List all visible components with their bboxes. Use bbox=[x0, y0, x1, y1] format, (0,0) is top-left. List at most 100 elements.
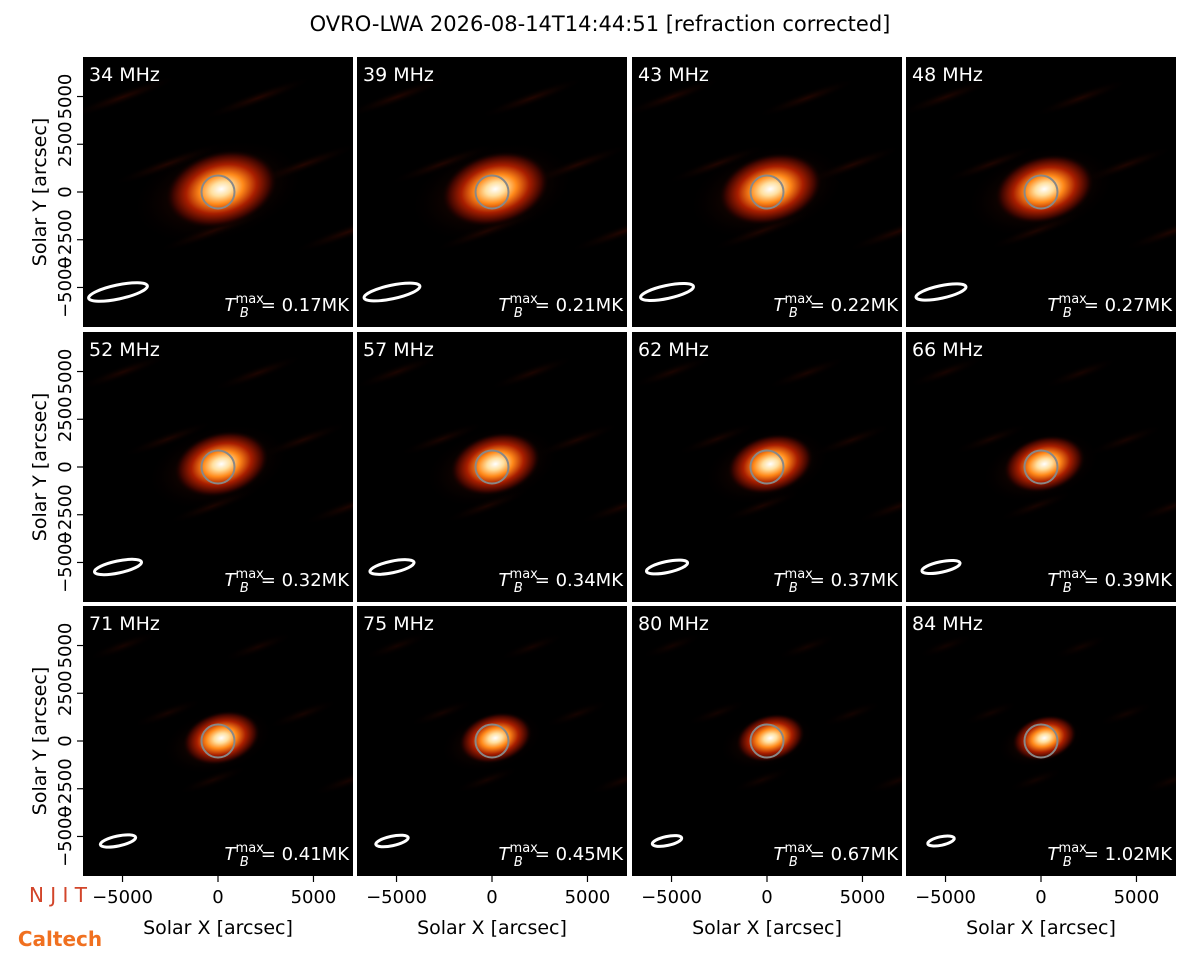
x-axis-label: Solar X [arcsec] bbox=[143, 917, 293, 939]
tb-sup: max bbox=[510, 841, 539, 856]
sidelobe bbox=[176, 765, 250, 795]
image bbox=[83, 353, 353, 526]
source bbox=[1002, 434, 1086, 494]
tb-max: Tmax B = 0.27MK bbox=[1048, 292, 1174, 321]
sidelobe bbox=[357, 76, 451, 118]
tb-sub: B bbox=[1063, 581, 1072, 596]
sidelobe bbox=[765, 356, 849, 390]
beam bbox=[926, 834, 956, 848]
beam bbox=[362, 281, 422, 303]
x-tick-label: 5000 bbox=[840, 887, 886, 908]
x-tick-label: 0 bbox=[1035, 887, 1046, 908]
tb-max: Tmax B = 0.45MK bbox=[499, 841, 625, 870]
y-axis-label: Solar Y [arcsec] bbox=[29, 393, 51, 541]
tb-value: = 0.37MK bbox=[810, 570, 899, 591]
tb-value: = 0.17MK bbox=[261, 295, 350, 316]
solar-disk bbox=[1023, 449, 1059, 485]
sidelobe bbox=[907, 356, 985, 388]
sidelobe bbox=[131, 698, 205, 728]
y-tick-label: −5000 bbox=[55, 257, 76, 318]
y-tick-label: 5000 bbox=[55, 623, 76, 669]
sidelobe bbox=[952, 423, 1030, 455]
x-tick-label: −5000 bbox=[92, 887, 153, 908]
tb-sub: B bbox=[514, 306, 523, 321]
y-tick-label: 0 bbox=[55, 735, 76, 746]
tb-max: Tmax B = 0.41MK bbox=[225, 841, 351, 870]
tb-sub: B bbox=[1063, 306, 1072, 321]
sidelobe bbox=[775, 633, 839, 661]
panel: 75 MHz Tmax B = 0.45MK bbox=[357, 606, 627, 876]
sidelobe bbox=[942, 145, 1040, 183]
tb-value: = 1.02MK bbox=[1084, 844, 1173, 865]
x-tick-label: −5000 bbox=[641, 887, 702, 908]
tb-sub: B bbox=[514, 855, 523, 870]
frequency-label: 62 MHz bbox=[638, 339, 709, 361]
tb-sup: max bbox=[1059, 567, 1088, 582]
x-axis-label: Solar X [arcsec] bbox=[966, 917, 1116, 939]
tb-symbol: T bbox=[1048, 570, 1061, 591]
frequency-label: 52 MHz bbox=[89, 339, 160, 361]
sidelobe bbox=[962, 700, 1020, 726]
frequency-label: 80 MHz bbox=[638, 613, 709, 635]
sidelobe bbox=[398, 421, 486, 457]
tb-max: Tmax B = 0.32MK bbox=[225, 567, 351, 596]
x-axis-label: Solar X [arcsec] bbox=[692, 917, 842, 939]
frequency-label: 39 MHz bbox=[363, 64, 434, 86]
image bbox=[907, 356, 1176, 523]
sidelobe bbox=[478, 77, 586, 119]
logo-caltech: Caltech bbox=[18, 927, 102, 951]
tb-value: = 0.41MK bbox=[261, 844, 350, 865]
tb-symbol: T bbox=[774, 844, 787, 865]
source bbox=[182, 710, 261, 766]
frequency-label: 34 MHz bbox=[89, 64, 160, 86]
tb-sup: max bbox=[785, 292, 814, 307]
tb-max: Tmax B = 0.17MK bbox=[225, 292, 351, 321]
tb-symbol: T bbox=[499, 295, 512, 316]
sidelobe bbox=[311, 766, 353, 796]
tb-sup: max bbox=[785, 841, 814, 856]
panel: 43 MHz Tmax B = 0.22MK bbox=[632, 57, 902, 327]
sidelobe bbox=[1132, 491, 1176, 523]
tb-sub: B bbox=[514, 581, 523, 596]
tb-value: = 0.27MK bbox=[1084, 295, 1173, 316]
sidelobe bbox=[755, 78, 859, 118]
y-tick-label: 2500 bbox=[55, 121, 76, 167]
tb-sub: B bbox=[789, 855, 798, 870]
sidelobe bbox=[221, 632, 295, 662]
sidelobe bbox=[730, 766, 794, 794]
source bbox=[449, 431, 542, 497]
y-tick-label: 2500 bbox=[55, 670, 76, 716]
image bbox=[632, 77, 902, 252]
y-tick-label: 5000 bbox=[55, 74, 76, 120]
sidelobe bbox=[1042, 357, 1120, 389]
panel: 52 MHz Tmax B = 0.32MK bbox=[83, 332, 353, 602]
solar-disk bbox=[200, 449, 236, 485]
solar-disk bbox=[200, 723, 236, 759]
sidelobe bbox=[543, 700, 611, 728]
solar-disk bbox=[749, 449, 785, 485]
sidelobe bbox=[578, 489, 627, 525]
tb-max: Tmax B = 0.39MK bbox=[1048, 567, 1174, 596]
solar-disk bbox=[474, 449, 510, 485]
panel: 80 MHz Tmax B = 0.67MK bbox=[632, 606, 902, 876]
tb-sub: B bbox=[1063, 855, 1072, 870]
solar-disk bbox=[1023, 723, 1059, 759]
y-tick-label: −5000 bbox=[55, 806, 76, 867]
sidelobe bbox=[83, 353, 170, 391]
y-axis-label: Solar Y [arcsec] bbox=[29, 667, 51, 815]
source bbox=[164, 149, 279, 229]
tb-value: = 0.39MK bbox=[1084, 570, 1173, 591]
tb-max: Tmax B = 0.37MK bbox=[774, 567, 900, 596]
source bbox=[173, 430, 270, 498]
source bbox=[717, 152, 823, 226]
sidelobe bbox=[906, 78, 995, 116]
sidelobe bbox=[211, 354, 305, 392]
sidelobe bbox=[488, 355, 576, 391]
image bbox=[83, 75, 353, 254]
y-tick-label: −2500 bbox=[55, 209, 76, 270]
tb-symbol: T bbox=[1048, 844, 1061, 865]
tb-symbol: T bbox=[774, 295, 787, 316]
sidelobe bbox=[1122, 213, 1176, 251]
panel: 39 MHz Tmax B = 0.21MK bbox=[357, 57, 627, 327]
frequency-label: 75 MHz bbox=[363, 613, 434, 635]
